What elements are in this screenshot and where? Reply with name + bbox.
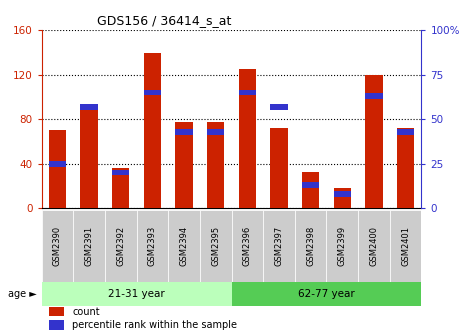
Text: 21-31 year: 21-31 year: [108, 289, 165, 299]
Text: GSM2391: GSM2391: [85, 226, 94, 266]
Bar: [270, 128, 288, 208]
Text: GSM2397: GSM2397: [275, 226, 283, 266]
Bar: [207, 129, 225, 134]
Bar: [232, 210, 263, 282]
Bar: [238, 69, 256, 208]
Text: GSM2393: GSM2393: [148, 226, 157, 266]
Bar: [144, 90, 161, 95]
Bar: [207, 122, 225, 208]
Text: age ►: age ►: [8, 289, 37, 299]
Bar: [49, 307, 64, 316]
Text: GSM2390: GSM2390: [53, 226, 62, 266]
Bar: [112, 168, 130, 208]
Bar: [42, 210, 73, 282]
Text: GSM2399: GSM2399: [338, 226, 347, 266]
Text: GSM2398: GSM2398: [306, 226, 315, 266]
Bar: [263, 210, 295, 282]
Bar: [49, 320, 64, 330]
Bar: [112, 170, 130, 175]
Bar: [42, 282, 232, 306]
Text: GSM2396: GSM2396: [243, 226, 252, 266]
Bar: [81, 106, 98, 208]
Bar: [302, 182, 319, 188]
Bar: [365, 93, 382, 99]
Bar: [238, 90, 256, 95]
Bar: [105, 210, 137, 282]
Bar: [295, 210, 326, 282]
Text: GSM2401: GSM2401: [401, 226, 410, 266]
Bar: [175, 122, 193, 208]
Bar: [358, 210, 390, 282]
Bar: [73, 210, 105, 282]
Bar: [270, 104, 288, 110]
Text: GSM2394: GSM2394: [180, 226, 188, 266]
Text: count: count: [72, 307, 100, 317]
Text: GSM2392: GSM2392: [116, 226, 125, 266]
Bar: [302, 172, 319, 208]
Text: GSM2400: GSM2400: [369, 226, 378, 266]
Bar: [333, 191, 351, 197]
Bar: [200, 210, 232, 282]
Bar: [168, 210, 200, 282]
Bar: [390, 210, 421, 282]
Bar: [232, 282, 421, 306]
Bar: [397, 129, 414, 134]
Text: GSM2395: GSM2395: [211, 226, 220, 266]
Bar: [144, 52, 161, 208]
Bar: [397, 128, 414, 208]
Bar: [333, 188, 351, 208]
Bar: [49, 130, 66, 208]
Bar: [326, 210, 358, 282]
Bar: [365, 75, 382, 208]
Text: GDS156 / 36414_s_at: GDS156 / 36414_s_at: [97, 14, 232, 27]
Bar: [175, 129, 193, 134]
Bar: [81, 104, 98, 110]
Text: 62-77 year: 62-77 year: [298, 289, 355, 299]
Bar: [49, 161, 66, 167]
Bar: [137, 210, 168, 282]
Text: percentile rank within the sample: percentile rank within the sample: [72, 320, 237, 330]
